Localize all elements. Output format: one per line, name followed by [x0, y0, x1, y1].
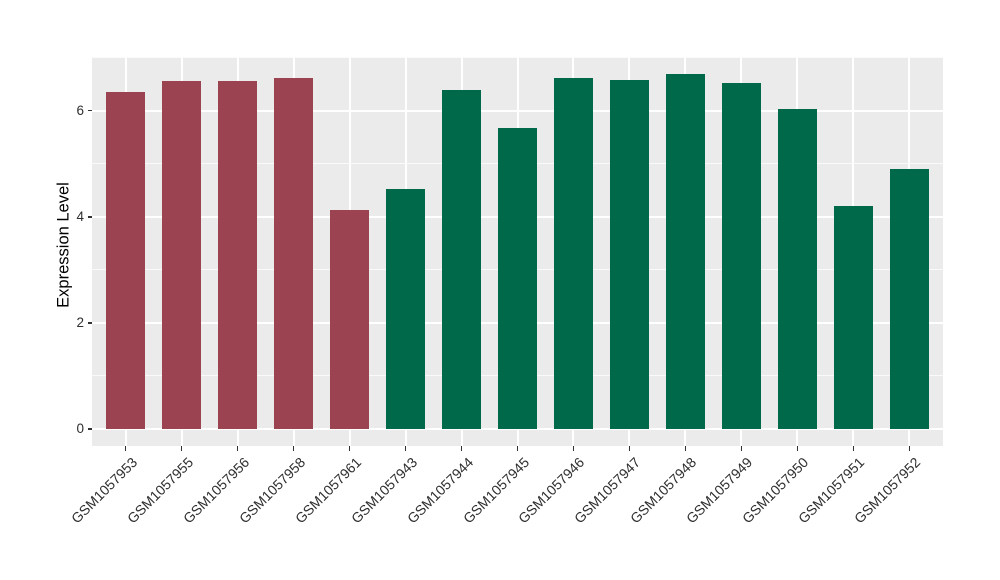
x-tick-mark [796, 446, 799, 451]
x-tick-mark [236, 446, 239, 451]
bar-GSM1057956 [217, 80, 258, 429]
y-tick-mark [87, 428, 92, 430]
plot-panel [92, 57, 943, 446]
y-tick-mark [87, 109, 92, 112]
minor-horizontal-gridline [92, 57, 943, 59]
y-axis-title: Expression Level [54, 182, 73, 308]
bar-GSM1057952 [889, 169, 929, 429]
bar-GSM1057949 [721, 83, 762, 429]
bar-GSM1057948 [665, 74, 706, 429]
y-tick-mark [87, 216, 92, 218]
bar-GSM1057961 [329, 209, 370, 429]
major-horizontal-gridline [92, 109, 943, 112]
x-tick-mark [460, 446, 463, 451]
bar-GSM1057944 [441, 90, 482, 429]
x-tick-mark [292, 446, 295, 451]
y-tick-label: 2 [76, 314, 84, 330]
x-tick-mark [180, 446, 183, 451]
y-tick-mark [87, 322, 92, 324]
bar-GSM1057950 [777, 109, 818, 429]
x-tick-mark [628, 446, 631, 451]
bar-GSM1057943 [385, 189, 426, 429]
x-tick-mark [908, 446, 911, 451]
bar-GSM1057953 [105, 92, 146, 429]
x-tick-mark [124, 446, 127, 451]
major-horizontal-gridline [92, 428, 943, 430]
x-tick-mark [348, 446, 351, 451]
y-tick-label: 6 [76, 102, 84, 118]
x-tick-mark [572, 446, 575, 451]
x-tick-mark [852, 446, 855, 451]
bar-GSM1057958 [273, 77, 314, 429]
bar-GSM1057947 [609, 79, 650, 429]
x-tick-mark [404, 446, 407, 451]
x-tick-mark [740, 446, 743, 451]
y-tick-label: 0 [76, 421, 84, 436]
bar-GSM1057955 [161, 80, 202, 429]
x-tick-mark [516, 446, 519, 451]
bar-GSM1057946 [553, 77, 594, 429]
bar-GSM1057951 [833, 206, 873, 429]
y-tick-label: 4 [76, 208, 84, 224]
bar-GSM1057945 [497, 128, 538, 429]
x-tick-mark [684, 446, 687, 451]
